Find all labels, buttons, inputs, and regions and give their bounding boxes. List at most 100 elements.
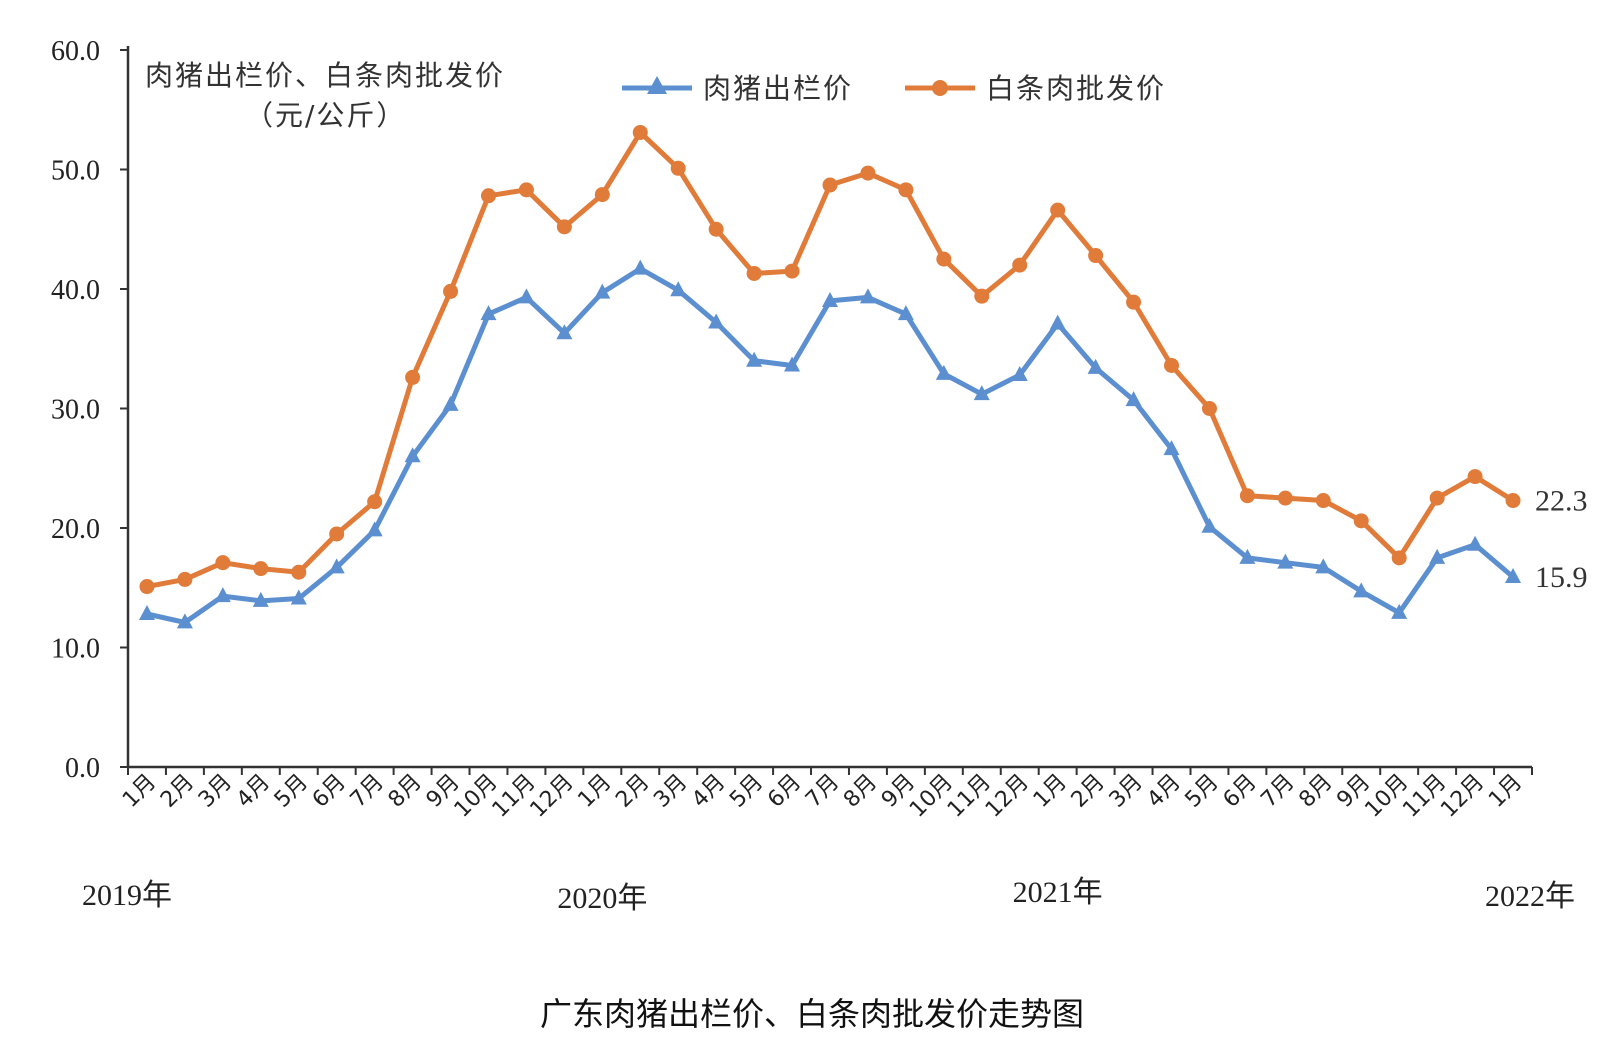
data-point-circle bbox=[1505, 493, 1521, 509]
data-point-triangle bbox=[1087, 358, 1104, 374]
x-tick-label: 3月 bbox=[649, 770, 692, 813]
data-point-circle bbox=[253, 561, 269, 577]
data-point-circle bbox=[784, 263, 800, 279]
data-point-triangle bbox=[822, 291, 838, 307]
data-point-circle bbox=[746, 265, 762, 281]
data-point-circle bbox=[974, 288, 990, 304]
data-point-triangle bbox=[746, 351, 763, 367]
data-point-circle bbox=[291, 564, 307, 580]
chart-caption: 广东肉猪出栏价、白条肉批发价走势图 bbox=[540, 995, 1084, 1033]
unit-label-line1: 肉猪出栏价、白条肉批发价 bbox=[145, 59, 505, 92]
x-tick-label: 1月 bbox=[118, 770, 161, 813]
data-point-triangle bbox=[1353, 582, 1370, 598]
data-point-circle bbox=[860, 165, 876, 181]
x-tick-label: 3月 bbox=[1105, 770, 1148, 813]
data-point-triangle bbox=[1049, 314, 1066, 330]
data-point-circle bbox=[1164, 357, 1180, 373]
data-point-triangle bbox=[1201, 517, 1218, 533]
x-tick-label: 6月 bbox=[308, 770, 351, 813]
x-tick-label: 7月 bbox=[346, 770, 389, 813]
x-tick-label: 12月 bbox=[981, 770, 1034, 823]
data-point-triangle bbox=[404, 447, 421, 463]
data-point-circle bbox=[405, 369, 421, 385]
data-point-circle bbox=[822, 177, 838, 193]
x-tick-label: 7月 bbox=[801, 770, 844, 813]
data-point-circle bbox=[556, 219, 572, 235]
x-tick-label: 10月 bbox=[1360, 770, 1413, 823]
data-point-triangle bbox=[708, 313, 725, 329]
data-point-triangle bbox=[670, 281, 687, 297]
data-point-triangle bbox=[252, 591, 269, 607]
x-tick-label: 5月 bbox=[1181, 770, 1224, 813]
data-point-triangle bbox=[366, 521, 383, 537]
data-point-triangle bbox=[1467, 535, 1484, 551]
year-labels: 2019年 2020年 2021年 2022年 bbox=[82, 876, 1575, 915]
data-point-triangle bbox=[973, 385, 990, 401]
data-point-circle bbox=[708, 221, 724, 237]
series-line-0 bbox=[146, 266, 1515, 625]
x-tick-label: 10月 bbox=[905, 770, 958, 823]
data-point-circle bbox=[1126, 294, 1142, 310]
data-point-triangle bbox=[556, 324, 573, 340]
x-tick-label: 7月 bbox=[1256, 770, 1299, 813]
year-label: 2019年 bbox=[82, 879, 172, 912]
legend-label-pork-price: 白条肉批发价 bbox=[986, 72, 1166, 105]
data-point-circle bbox=[898, 182, 914, 198]
year-label: 2022年 bbox=[1485, 880, 1575, 913]
data-point-circle bbox=[1201, 401, 1217, 416]
legend-label-pig-price: 肉猪出栏价 bbox=[703, 72, 853, 105]
data-point-circle bbox=[632, 124, 648, 140]
x-tick-label: 11月 bbox=[943, 770, 996, 823]
data-point-triangle bbox=[176, 613, 193, 629]
data-point-triangle bbox=[1011, 366, 1028, 382]
data-point-circle bbox=[1391, 550, 1407, 566]
x-tick-label: 12月 bbox=[1436, 770, 1489, 823]
y-axis-ticks: 0.0 10.0 20.0 30.0 40.0 50.0 60.0 bbox=[51, 36, 128, 784]
x-axis-ticks: 1月2月3月4月5月6月7月8月9月10月11月12月1月2月3月4月5月6月7… bbox=[118, 767, 1533, 823]
x-tick-label: 1月 bbox=[1029, 770, 1072, 813]
x-tick-label: 2月 bbox=[156, 770, 199, 813]
data-point-triangle bbox=[214, 587, 231, 603]
data-point-triangle bbox=[442, 395, 459, 411]
x-tick-label: 6月 bbox=[763, 770, 806, 813]
data-point-triangle bbox=[1125, 391, 1142, 407]
data-point-triangle bbox=[480, 305, 497, 321]
x-tick-label: 10月 bbox=[450, 770, 503, 823]
data-point-circle bbox=[670, 160, 686, 176]
data-point-circle bbox=[215, 555, 231, 571]
data-point-circle bbox=[139, 579, 155, 595]
series-lines bbox=[146, 130, 1515, 625]
chart-axes bbox=[126, 46, 1532, 769]
x-tick-label: 3月 bbox=[194, 770, 237, 813]
x-tick-label: 5月 bbox=[725, 770, 768, 813]
data-point-circle bbox=[1050, 202, 1066, 218]
data-point-circle bbox=[1239, 488, 1255, 504]
data-point-circle bbox=[177, 571, 193, 587]
x-tick-label: 2月 bbox=[611, 770, 654, 813]
year-label: 2021年 bbox=[1013, 876, 1103, 909]
data-point-triangle bbox=[632, 259, 649, 275]
x-tick-label: 4月 bbox=[687, 770, 730, 813]
y-tick-label: 50.0 bbox=[51, 156, 100, 187]
data-point-triangle bbox=[138, 605, 155, 621]
data-point-triangle bbox=[897, 305, 914, 321]
x-tick-label: 11月 bbox=[1398, 770, 1451, 823]
data-point-circle bbox=[329, 526, 345, 542]
x-tick-label: 4月 bbox=[232, 770, 275, 813]
x-tick-label: 5月 bbox=[270, 770, 313, 813]
x-tick-label: 2月 bbox=[1067, 770, 1110, 813]
data-point-circle bbox=[518, 182, 534, 198]
data-point-circle bbox=[1088, 248, 1104, 264]
data-point-circle bbox=[1315, 493, 1331, 509]
data-point-circle bbox=[1429, 490, 1445, 506]
data-point-circle bbox=[367, 494, 383, 510]
data-point-triangle bbox=[935, 364, 952, 380]
x-tick-label: 8月 bbox=[384, 770, 427, 813]
data-point-circle bbox=[443, 283, 459, 299]
y-tick-label: 0.0 bbox=[65, 753, 100, 784]
data-point-triangle bbox=[859, 288, 876, 304]
x-tick-label: 4月 bbox=[1143, 770, 1186, 813]
unit-label-line2: （元/公斤） bbox=[245, 99, 406, 132]
x-tick-label: 1月 bbox=[1484, 770, 1527, 813]
